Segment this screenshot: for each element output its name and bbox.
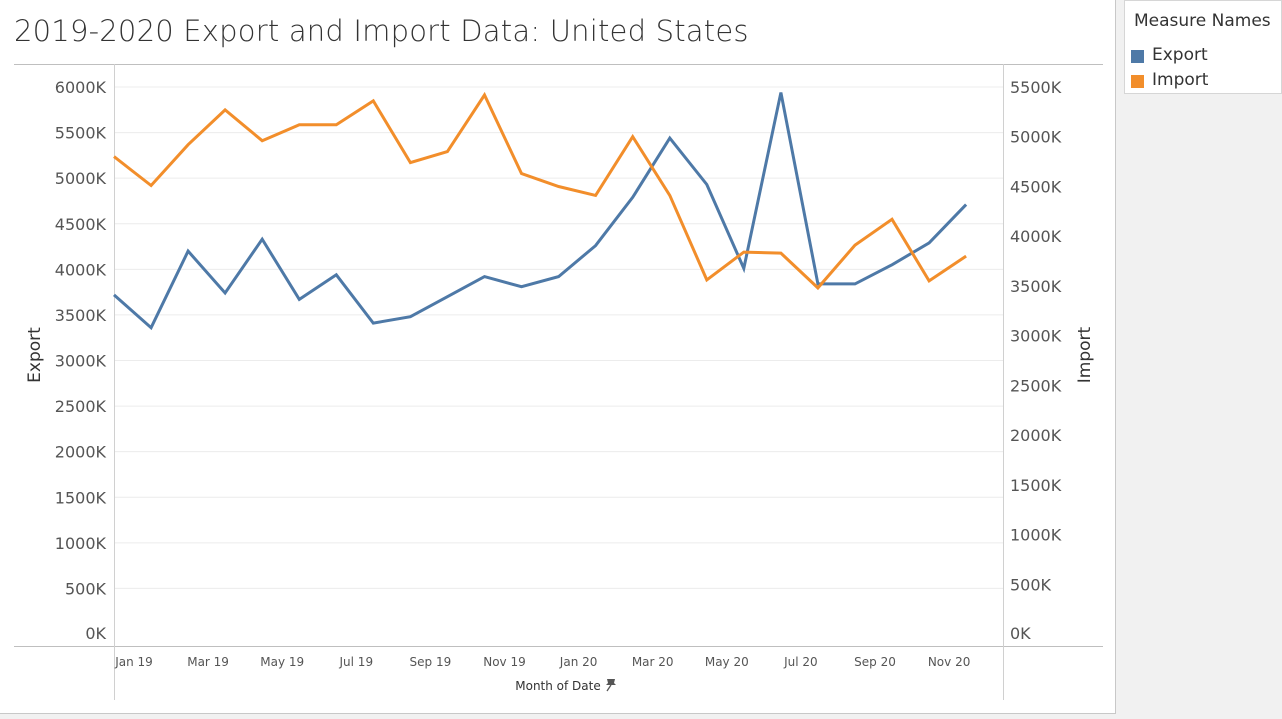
left-tick-label: 6000K	[55, 78, 107, 97]
legend-swatch-import	[1131, 75, 1144, 88]
x-tick-label: Mar 19	[187, 655, 229, 669]
left-tick-label: 2000K	[55, 443, 107, 462]
right-tick-label: 1000K	[1010, 526, 1062, 545]
chart-title: 2019-2020 Export and Import Data: United…	[14, 14, 749, 48]
side-panel	[1116, 0, 1282, 719]
grid-lines	[114, 86, 1003, 589]
x-tick-label: Jan 19	[114, 655, 153, 669]
x-axis-title: Month of Date	[515, 679, 601, 693]
left-tick-label: 3000K	[55, 352, 107, 371]
legend-label-import: Import	[1152, 70, 1209, 90]
left-tick-label: 4000K	[55, 260, 107, 279]
left-axis: 0K 500K 1000K 1500K 2000K 2500K 3000K 3500K 4000…	[55, 78, 107, 643]
bottom-strip	[0, 714, 1282, 719]
right-tick-label: 3000K	[1010, 327, 1062, 346]
right-tick-label: 5000K	[1010, 128, 1062, 147]
left-tick-label: 5500K	[55, 124, 107, 143]
series-line-export[interactable]	[113, 92, 968, 331]
right-tick-label: 1500K	[1010, 476, 1062, 495]
line-chart[interactable]: 0K 500K 1000K 1500K 2000K 2500K 3000K 3500K 4000…	[0, 0, 1116, 714]
legend[interactable]: Measure Names Export Import	[1124, 0, 1282, 94]
x-tick-label: Sep 19	[410, 655, 452, 669]
right-tick-label: 4500K	[1010, 177, 1062, 196]
chart-frame	[14, 64, 1103, 700]
right-tick-label: 500K	[1010, 575, 1052, 594]
left-tick-label: 2500K	[55, 397, 107, 416]
x-axis: Jan 19 Mar 19 May 19 Jul 19 Sep 19 Nov 19 Jan …	[114, 655, 970, 669]
right-axis-title: Import	[1075, 326, 1095, 383]
x-tick-label: Sep 20	[854, 655, 896, 669]
legend-label-export: Export	[1152, 45, 1208, 65]
right-tick-label: 2000K	[1010, 426, 1062, 445]
series-lines[interactable]	[113, 91, 968, 331]
legend-title: Measure Names	[1134, 11, 1271, 31]
right-tick-label: 4000K	[1010, 227, 1062, 246]
pin-icon[interactable]	[606, 679, 616, 692]
right-tick-label: 3500K	[1010, 277, 1062, 296]
x-tick-label: Jan 20	[559, 655, 598, 669]
left-tick-label: 1500K	[55, 488, 107, 507]
left-tick-label: 4500K	[55, 215, 107, 234]
x-tick-label: Jul 19	[339, 655, 374, 669]
dashboard: 2019-2020 Export and Import Data: United…	[0, 0, 1116, 714]
right-axis: 0K 500K 1000K 1500K 2000K 2500K 3000K 3500K 4000…	[1010, 78, 1062, 643]
x-tick-label: Nov 20	[928, 655, 971, 669]
series-line-import[interactable]	[113, 91, 967, 291]
x-tick-label: May 19	[260, 655, 304, 669]
right-tick-label: 0K	[1010, 624, 1031, 643]
legend-swatch-export	[1131, 50, 1144, 63]
x-tick-label: Jul 20	[783, 655, 818, 669]
right-tick-label: 2500K	[1010, 376, 1062, 395]
x-tick-label: Mar 20	[632, 655, 674, 669]
right-tick-label: 5500K	[1010, 78, 1062, 97]
x-tick-label: Nov 19	[483, 655, 526, 669]
x-tick-label: May 20	[705, 655, 749, 669]
left-tick-label: 0K	[85, 624, 106, 643]
left-axis-title: Export	[25, 327, 45, 383]
left-tick-label: 3500K	[55, 306, 107, 325]
left-tick-label: 5000K	[55, 169, 107, 188]
left-tick-label: 1000K	[55, 534, 107, 553]
left-tick-label: 500K	[65, 579, 107, 598]
